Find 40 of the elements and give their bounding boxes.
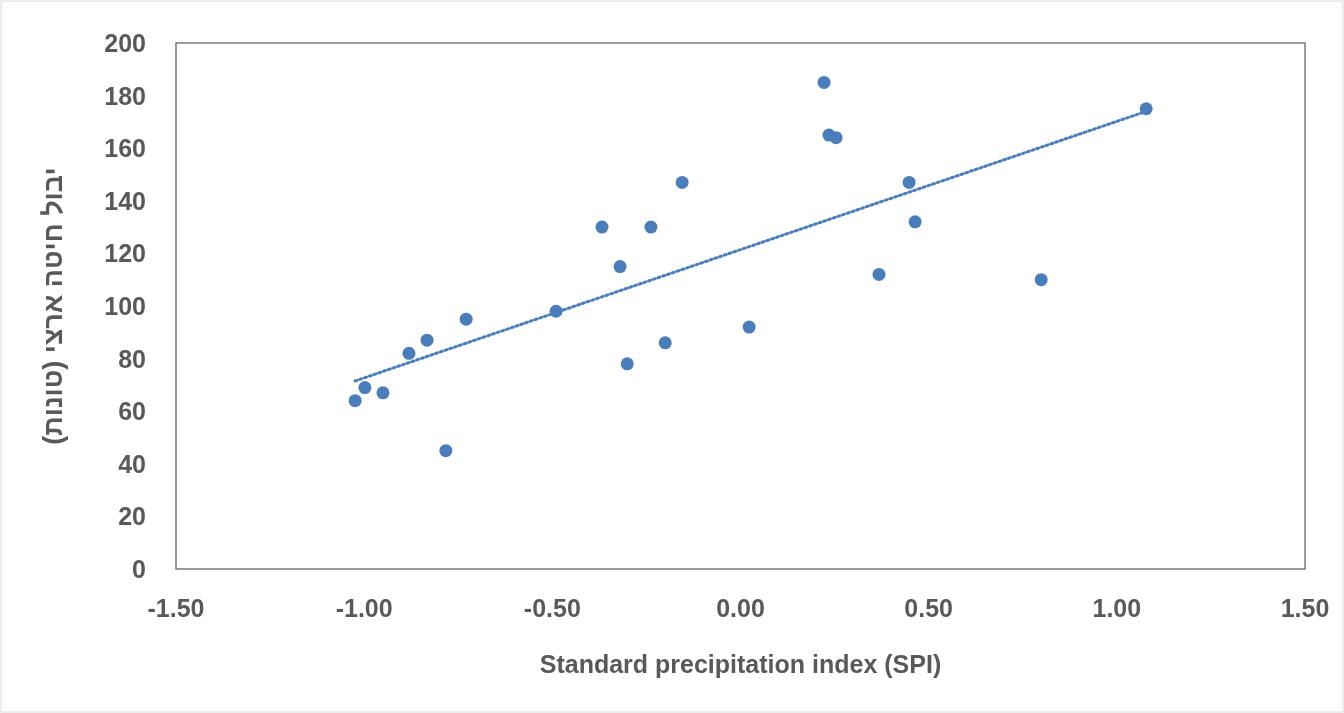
x-tick-label: -0.50	[523, 594, 581, 622]
point	[459, 312, 473, 326]
point	[1034, 273, 1048, 287]
point	[420, 333, 434, 347]
point	[644, 220, 658, 234]
point	[439, 444, 453, 458]
point	[908, 215, 922, 229]
x-axis-title: Standard precipitation index (SPI)	[539, 650, 942, 678]
point	[376, 386, 390, 400]
point	[902, 175, 916, 189]
point	[358, 381, 372, 395]
y-tick-label: 180	[104, 81, 146, 110]
x-tick-label: 0.50	[904, 594, 953, 622]
point	[829, 131, 843, 145]
point	[817, 75, 831, 89]
y-tick-label: 40	[118, 449, 146, 478]
y-tick-label: 200	[104, 29, 146, 57]
point	[348, 394, 362, 408]
y-tick-label: 100	[104, 292, 146, 320]
x-tick-label: -1.00	[335, 594, 393, 622]
y-tick-label: 20	[118, 502, 146, 531]
y-tick-label: 0	[132, 555, 146, 583]
y-tick-label: 140	[104, 186, 146, 215]
y-tick-label: 160	[104, 134, 146, 163]
y-axis-title: יבול חיטה ארצי (טונות)	[38, 167, 68, 445]
point	[595, 220, 609, 234]
point	[613, 260, 627, 274]
x-tick-label: 0.00	[716, 594, 765, 622]
y-tick-label: 60	[118, 397, 146, 426]
x-tick-label: 1.00	[1092, 594, 1142, 622]
point	[675, 175, 689, 189]
point	[872, 267, 886, 281]
point	[742, 320, 756, 334]
y-tick-label: 80	[118, 344, 146, 373]
y-tick-label: 120	[104, 239, 146, 268]
x-tick-label: 1.50	[1280, 594, 1330, 622]
point	[620, 357, 634, 371]
point	[658, 336, 672, 350]
x-tick-label: -1.50	[147, 594, 205, 622]
point	[402, 346, 416, 360]
